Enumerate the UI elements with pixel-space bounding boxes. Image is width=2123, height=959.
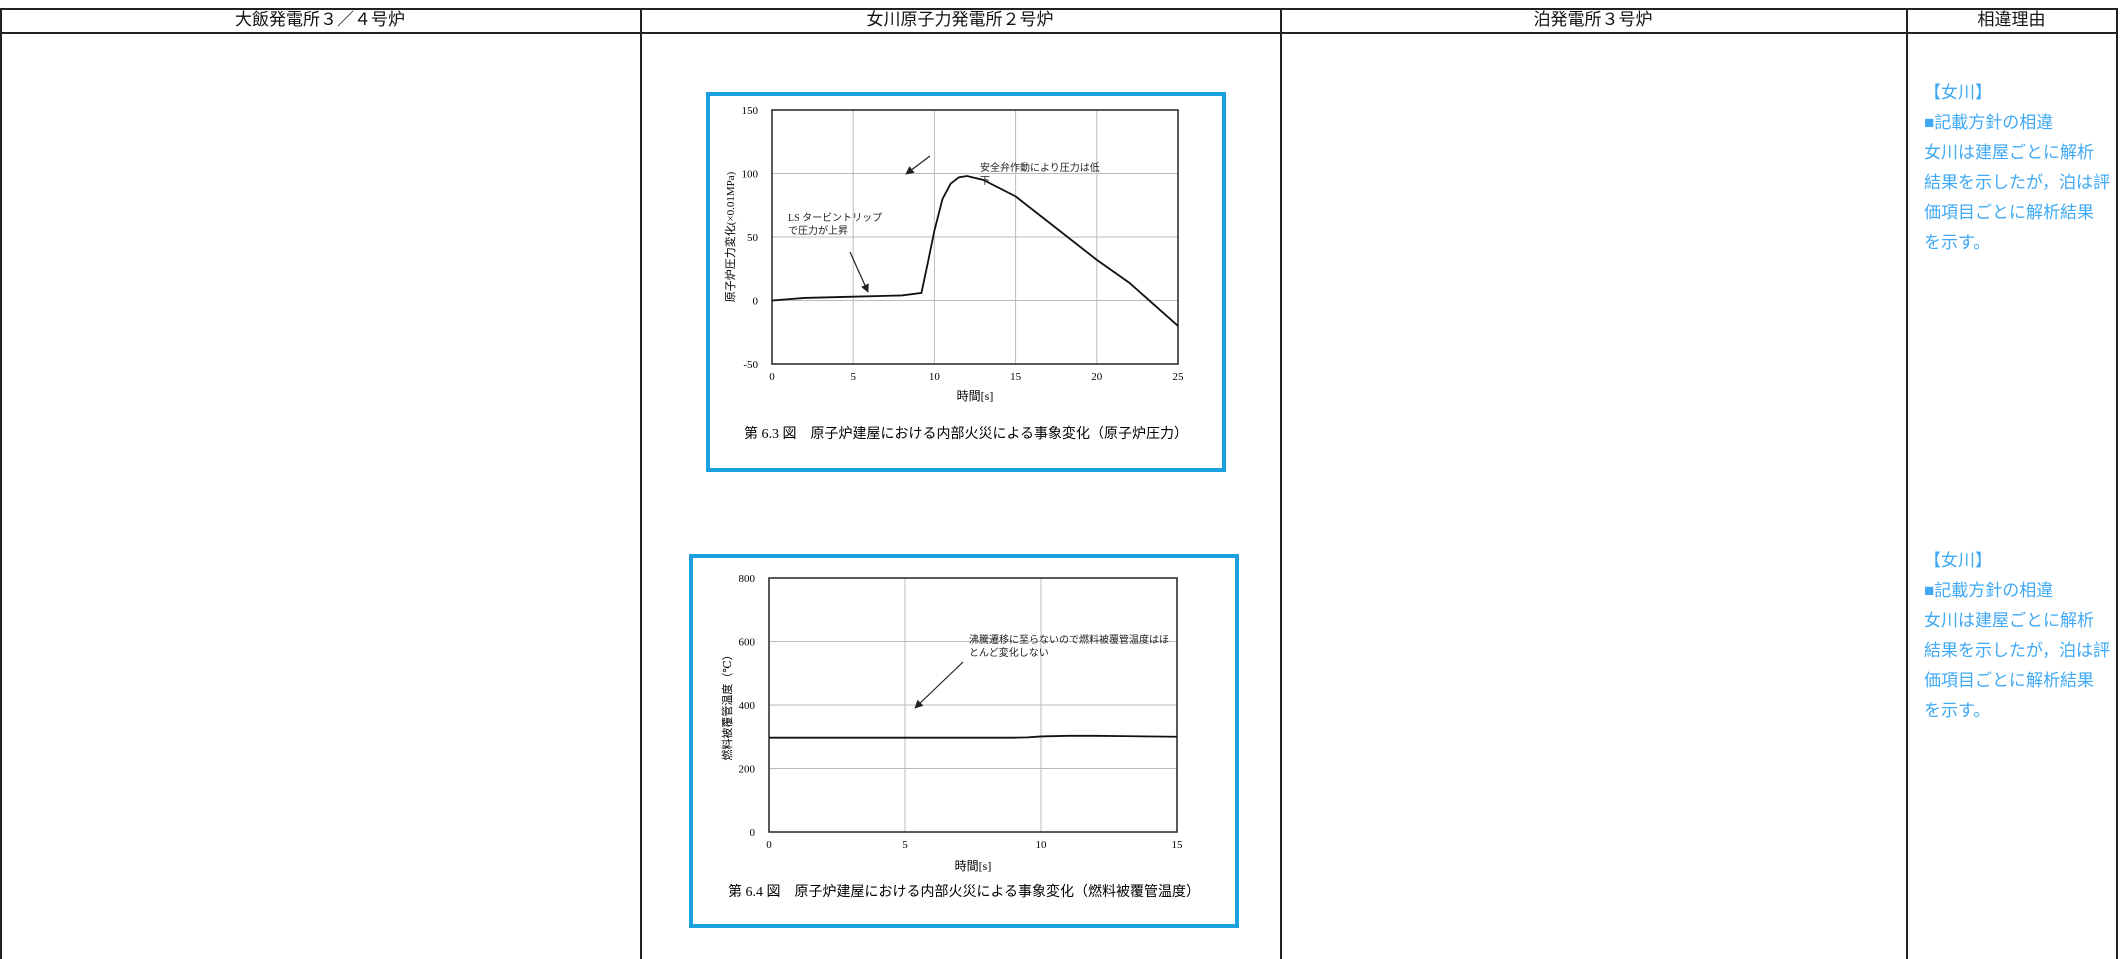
y-tick-label: 400 [739, 700, 756, 712]
data-line [769, 734, 1178, 739]
y-tick-label: 800 [739, 573, 756, 585]
table-border [0, 32, 2117, 34]
reason: 【女川】 ■記載方針の相違 女川は建屋ごとに解析結果を示したが，泊は評価項目ごと… [1924, 78, 2110, 258]
reason-tag: 【女川】 [1924, 83, 1992, 102]
x-axis-label: 時間[s] [957, 389, 994, 403]
column-header: 相違理由 [1977, 10, 2046, 29]
x-tick-label: 10 [929, 371, 941, 383]
table-border [0, 8, 2117, 10]
x-tick-label: 15 [1172, 839, 1184, 851]
y-tick-label: 100 [742, 169, 759, 181]
annotation-box: LS タービントリップで圧力が上昇 [788, 213, 883, 237]
reason-heading: ■記載方針の相違 [1924, 581, 2054, 600]
reason-heading: ■記載方針の相違 [1924, 113, 2054, 132]
column-line [1280, 8, 1282, 959]
chart: 0 5 10 15 20 25 -50 0 50 100 150 時間[s] 原子炉圧力変化(×0.01… [723, 105, 1188, 442]
caption: 第 6.4 図 原子炉建屋における内部火災による事象変化（燃料被覆管温度） [728, 883, 1200, 900]
x-tick-label: 15 [1010, 371, 1022, 383]
column-header: 泊発電所３号炉 [1533, 10, 1653, 29]
chart: 0 5 10 15 0 200 400 600 800 時間[s] 燃料被覆管温度（℃） 第 6.4 … [720, 573, 1200, 900]
reason: 【女川】 ■記載方針の相違 女川は建屋ごとに解析結果を示したが，泊は評価項目ごと… [1924, 546, 2110, 726]
plot-frame [768, 577, 1178, 833]
caption: 第 6.3 図 原子炉建屋における内部火災による事象変化（原子炉圧力） [744, 425, 1188, 442]
x-tick-label: 20 [1091, 371, 1103, 383]
reason-body: 女川は建屋ごとに解析結果を示したが，泊は評価項目ごとに解析結果を示す。 [1924, 143, 2110, 252]
x-tick-label: 5 [850, 371, 856, 383]
x-tick-label: 25 [1173, 371, 1185, 383]
figure: 0 5 10 15 20 25 -50 0 50 100 150 時間[s] 原子炉圧力変化(×0.01… [706, 92, 1226, 472]
figure: 0 5 10 15 0 200 400 600 800 時間[s] 燃料被覆管温度（℃） 第 6.4 … [689, 554, 1239, 928]
annotation: LS タービントリップで圧力が上昇 [788, 213, 883, 237]
annotation-arrow [905, 155, 931, 175]
column-line [1906, 8, 1908, 959]
y-tick-label: 200 [739, 764, 756, 776]
x-tick-label: 10 [1036, 839, 1048, 851]
y-axis-label: 原子炉圧力変化(×0.01MPa) [723, 171, 737, 302]
x-tick-label: 0 [769, 371, 775, 383]
x-tick-label: 0 [766, 839, 772, 851]
plot-frame [771, 109, 1179, 365]
column-line [640, 8, 642, 959]
annotation: 安全弁作動により圧力は低下 [980, 163, 1100, 187]
y-tick-label: 50 [747, 232, 759, 244]
reason-body: 女川は建屋ごとに解析結果を示したが，泊は評価項目ごとに解析結果を示す。 [1924, 611, 2110, 720]
annotation-arrow [914, 661, 964, 709]
x-tick-label: 5 [902, 839, 908, 851]
annotation-box: 沸騰遷移に至らないので燃料被覆管温度はほとんど変化しない [969, 635, 1169, 659]
reason-tag: 【女川】 [1924, 551, 1992, 570]
y-tick-label: 150 [742, 105, 759, 117]
y-tick-label: 600 [739, 637, 756, 649]
column-line [2116, 8, 2118, 959]
column-line [0, 8, 2, 959]
y-axis-label: 燃料被覆管温度（℃） [720, 649, 734, 760]
data-line [771, 175, 1179, 327]
column-header: 大飯発電所３／４号炉 [235, 10, 405, 29]
annotation-box: 安全弁作動により圧力は低下 [980, 163, 1100, 187]
annotation: 沸騰遷移に至らないので燃料被覆管温度はほとんど変化しない [969, 635, 1169, 659]
column-header: 女川原子力発電所２号炉 [866, 10, 1054, 29]
y-tick-label: 0 [753, 296, 759, 308]
annotation-arrow [849, 251, 869, 293]
y-tick-label: -50 [743, 359, 758, 371]
x-axis-label: 時間[s] [955, 859, 992, 873]
y-tick-label: 0 [750, 827, 756, 839]
